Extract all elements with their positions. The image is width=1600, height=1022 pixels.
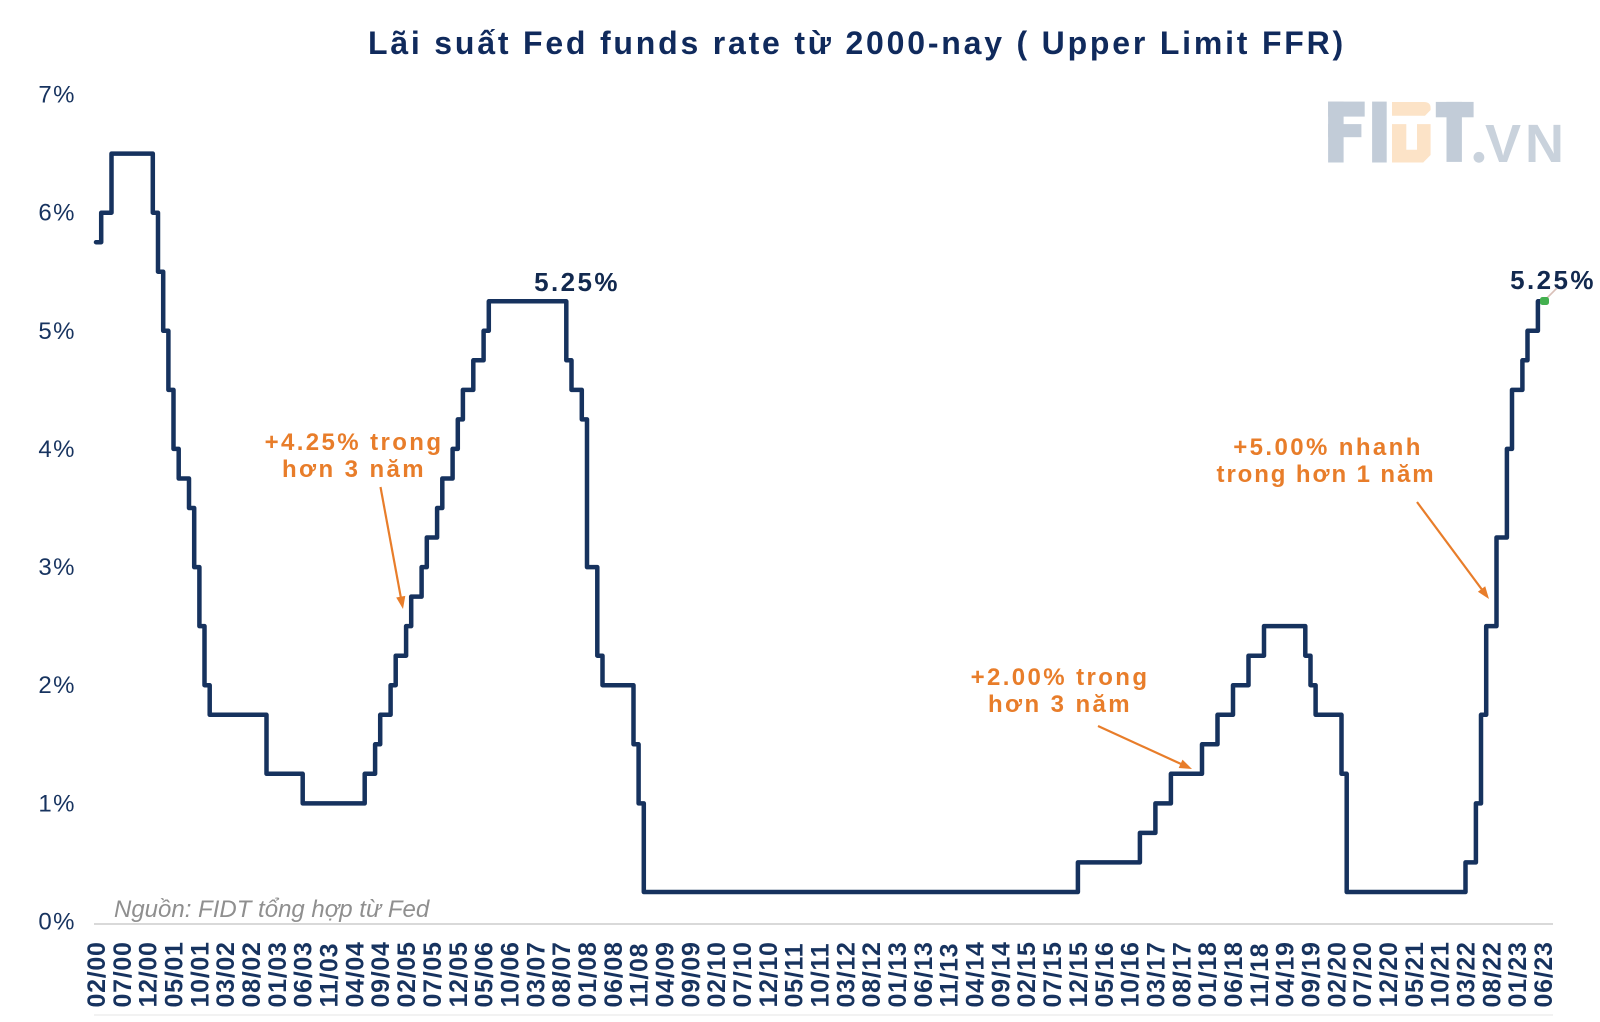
svg-text:2%: 2% bbox=[38, 672, 76, 699]
svg-text:02/05: 02/05 bbox=[393, 941, 421, 1007]
svg-text:10/21: 10/21 bbox=[1427, 941, 1455, 1007]
svg-text:05/16: 05/16 bbox=[1091, 941, 1119, 1007]
svg-text:11/13: 11/13 bbox=[936, 943, 964, 1008]
svg-text:11/18: 11/18 bbox=[1246, 943, 1274, 1008]
svg-text:01/23: 01/23 bbox=[1504, 941, 1532, 1007]
svg-text:hơn 3 năm: hơn 3 năm bbox=[282, 456, 426, 483]
svg-text:4%: 4% bbox=[38, 436, 76, 463]
svg-text:05/21: 05/21 bbox=[1401, 941, 1429, 1007]
svg-text:trong hơn 1 năm: trong hơn 1 năm bbox=[1217, 461, 1436, 488]
svg-text:06/08: 06/08 bbox=[600, 941, 628, 1007]
svg-text:05/01: 05/01 bbox=[161, 941, 189, 1007]
svg-text:12/20: 12/20 bbox=[1375, 941, 1403, 1007]
svg-text:6%: 6% bbox=[38, 200, 76, 227]
svg-text:07/00: 07/00 bbox=[109, 941, 137, 1007]
svg-text:10/06: 10/06 bbox=[496, 941, 524, 1007]
svg-text:+4.25% trong: +4.25% trong bbox=[265, 429, 444, 456]
svg-text:02/20: 02/20 bbox=[1323, 941, 1351, 1007]
svg-text:02/15: 02/15 bbox=[1013, 941, 1041, 1007]
svg-text:03/07: 03/07 bbox=[522, 941, 550, 1007]
svg-text:10/01: 10/01 bbox=[186, 941, 214, 1007]
svg-text:Nguồn: FIDT tổng hợp từ Fed: Nguồn: FIDT tổng hợp từ Fed bbox=[114, 896, 430, 923]
svg-text:12/00: 12/00 bbox=[135, 941, 163, 1007]
svg-text:0%: 0% bbox=[38, 909, 76, 936]
svg-text:3%: 3% bbox=[38, 554, 76, 581]
svg-text:10/11: 10/11 bbox=[807, 943, 835, 1008]
svg-text:07/10: 07/10 bbox=[729, 941, 757, 1007]
svg-text:7%: 7% bbox=[38, 82, 76, 109]
svg-text:hơn 3 năm: hơn 3 năm bbox=[988, 691, 1132, 718]
svg-text:03/12: 03/12 bbox=[832, 941, 860, 1007]
svg-text:01/13: 01/13 bbox=[884, 941, 912, 1007]
svg-text:09/14: 09/14 bbox=[987, 941, 1015, 1007]
svg-text:1%: 1% bbox=[38, 790, 76, 817]
svg-text:01/18: 01/18 bbox=[1194, 941, 1222, 1007]
svg-text:12/10: 12/10 bbox=[755, 941, 783, 1007]
svg-text:12/05: 12/05 bbox=[445, 941, 473, 1007]
svg-text:03/17: 03/17 bbox=[1142, 941, 1170, 1007]
svg-text:09/19: 09/19 bbox=[1298, 941, 1326, 1007]
svg-text:+2.00% trong: +2.00% trong bbox=[971, 664, 1150, 691]
svg-text:08/17: 08/17 bbox=[1168, 941, 1196, 1007]
svg-text:06/13: 06/13 bbox=[910, 941, 938, 1007]
svg-text:08/22: 08/22 bbox=[1478, 941, 1506, 1007]
svg-text:+5.00% nhanh: +5.00% nhanh bbox=[1233, 434, 1423, 461]
svg-text:04/14: 04/14 bbox=[962, 941, 990, 1007]
svg-text:10/16: 10/16 bbox=[1117, 941, 1145, 1007]
svg-text:08/07: 08/07 bbox=[548, 941, 576, 1007]
svg-text:07/20: 07/20 bbox=[1349, 941, 1377, 1007]
svg-text:03/02: 03/02 bbox=[212, 941, 240, 1007]
svg-text:05/06: 05/06 bbox=[471, 941, 499, 1007]
svg-text:04/09: 04/09 bbox=[652, 941, 680, 1007]
svg-text:04/19: 04/19 bbox=[1272, 941, 1300, 1007]
svg-text:02/00: 02/00 bbox=[83, 941, 111, 1007]
svg-text:08/02: 08/02 bbox=[238, 941, 266, 1007]
svg-text:11/03: 11/03 bbox=[316, 943, 344, 1008]
svg-text:Lãi suất Fed funds rate từ 200: Lãi suất Fed funds rate từ 2000-nay ( Up… bbox=[368, 25, 1346, 61]
svg-text:01/03: 01/03 bbox=[264, 941, 292, 1007]
svg-text:5.25%: 5.25% bbox=[534, 267, 620, 297]
svg-text:05/11: 05/11 bbox=[781, 943, 809, 1008]
svg-text:09/09: 09/09 bbox=[677, 941, 705, 1007]
svg-text:07/15: 07/15 bbox=[1039, 941, 1067, 1007]
svg-text:06/18: 06/18 bbox=[1220, 941, 1248, 1007]
svg-text:09/04: 09/04 bbox=[367, 941, 395, 1007]
svg-text:5.25%: 5.25% bbox=[1510, 265, 1596, 295]
svg-text:01/08: 01/08 bbox=[574, 941, 602, 1007]
svg-text:08/12: 08/12 bbox=[858, 941, 886, 1007]
svg-text:12/15: 12/15 bbox=[1065, 941, 1093, 1007]
svg-text:06/03: 06/03 bbox=[290, 941, 318, 1007]
svg-text:VN: VN bbox=[1485, 114, 1568, 174]
svg-text:07/05: 07/05 bbox=[419, 941, 447, 1007]
svg-text:5%: 5% bbox=[38, 318, 76, 345]
svg-text:03/22: 03/22 bbox=[1453, 941, 1481, 1007]
svg-text:02/10: 02/10 bbox=[703, 941, 731, 1007]
svg-text:06/23: 06/23 bbox=[1530, 941, 1558, 1007]
svg-text:04/04: 04/04 bbox=[341, 941, 369, 1007]
svg-text:11/08: 11/08 bbox=[626, 943, 654, 1008]
